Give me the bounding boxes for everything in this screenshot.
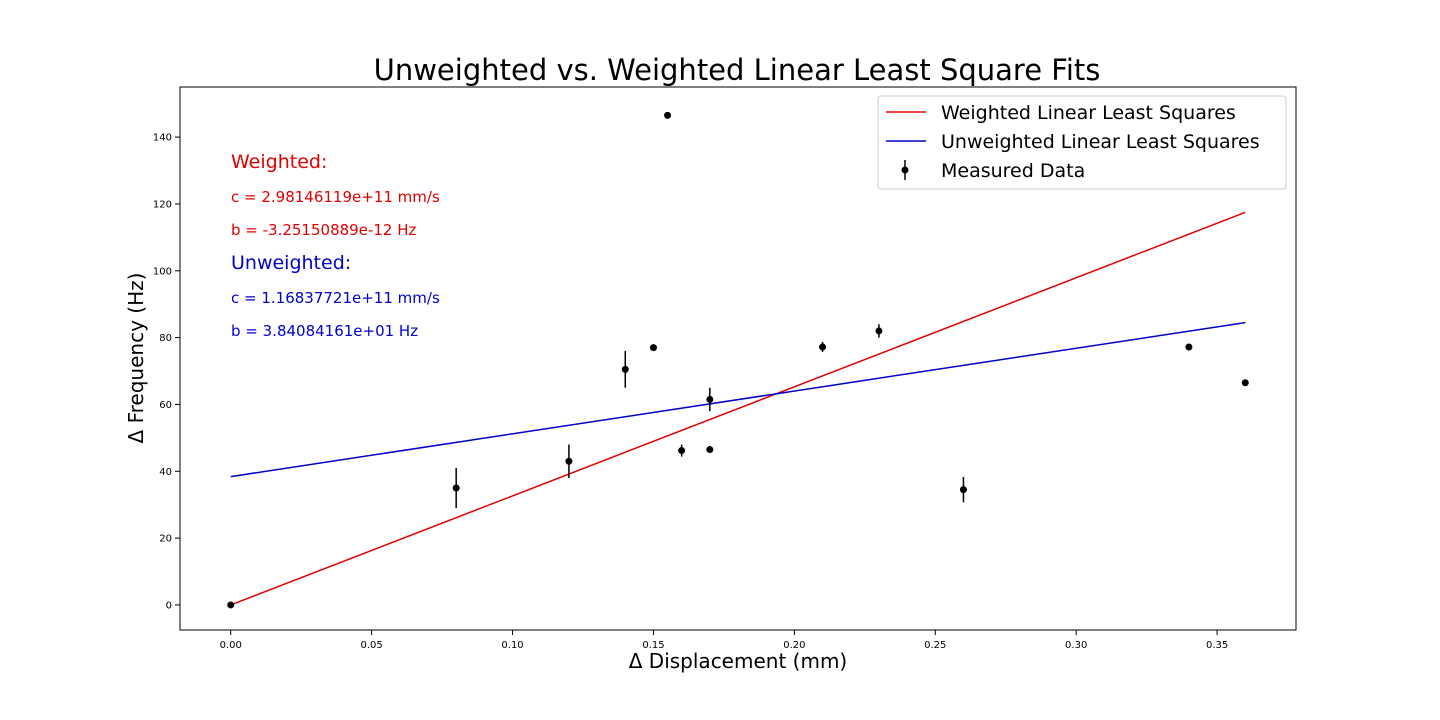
- legend-box: [877, 95, 1287, 190]
- x-tick-label: 0.15: [642, 640, 664, 651]
- data-point: [1241, 379, 1249, 387]
- y-tick-label: 20: [159, 534, 172, 545]
- data-point: [819, 343, 827, 351]
- y-axis-label: Δ Frequency (Hz): [124, 273, 148, 444]
- weighted-fit-line: [230, 211, 1246, 606]
- y-tick-label: 80: [159, 333, 172, 344]
- x-tick-label: 0.05: [361, 640, 383, 651]
- annotation-heading: Weighted:: [231, 151, 327, 173]
- data-point: [664, 111, 672, 119]
- y-tick-label: 100: [153, 266, 172, 277]
- legend-entry-label: Weighted Linear Least Squares: [941, 102, 1236, 124]
- x-tick-label: 0.10: [501, 640, 523, 651]
- x-tick-label: 0.20: [783, 640, 805, 651]
- chart-title: Unweighted vs. Weighted Linear Least Squ…: [374, 53, 1101, 87]
- y-tick-label: 0: [166, 600, 172, 611]
- y-tick-label: 60: [159, 400, 172, 411]
- data-point: [959, 486, 967, 494]
- data-point: [565, 457, 573, 465]
- annotation-value: c = 2.98146119e+11 mm/s: [231, 188, 440, 206]
- annotation-value: c = 1.16837721e+11 mm/s: [231, 289, 440, 307]
- legend-entry-label: Unweighted Linear Least Squares: [941, 131, 1260, 153]
- plot-area: 0.00 0.05 0.10 0.15 0.20 0.25 0.30 0.35 0 20 40 60 8…: [153, 86, 1297, 651]
- annotation-heading: Unweighted:: [231, 252, 351, 274]
- axes-frame: [179, 86, 1297, 631]
- data-point: [1185, 343, 1193, 351]
- x-tick-label: 0.30: [1065, 640, 1087, 651]
- y-tick-label: 40: [159, 467, 172, 478]
- fit-parameters: Weighted: c = 2.98146119e+11 mm/s b = -3.2…: [231, 151, 440, 340]
- data-point: [649, 344, 657, 352]
- data-point: [875, 327, 883, 335]
- unweighted-fit-line: [230, 321, 1246, 478]
- annotation-value: b = -3.25150889e-12 Hz: [231, 221, 416, 239]
- x-tick-label: 0.00: [220, 640, 242, 651]
- x-tick-label: 0.35: [1206, 640, 1228, 651]
- data-point: [706, 395, 714, 403]
- data-point: [678, 447, 686, 455]
- x-tick-label: 0.25: [924, 640, 946, 651]
- data-point: [621, 365, 629, 373]
- data-point: [227, 601, 235, 609]
- legend: Weighted Linear Least Squares Unweighted …: [877, 95, 1287, 190]
- x-axis-label: Δ Displacement (mm): [629, 649, 847, 673]
- legend-marker-swatch: [901, 166, 909, 174]
- y-tick-label: 140: [153, 133, 172, 144]
- data-point: [452, 484, 460, 492]
- data-point: [706, 446, 714, 454]
- annotation-value: b = 3.84084161e+01 Hz: [231, 322, 418, 340]
- y-tick-label: 120: [153, 199, 172, 210]
- legend-entry-label: Measured Data: [941, 160, 1085, 182]
